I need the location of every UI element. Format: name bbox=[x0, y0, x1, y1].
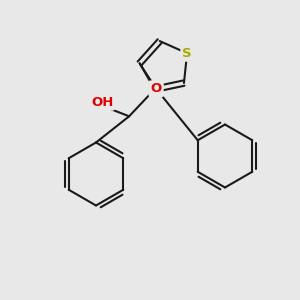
Text: O: O bbox=[151, 82, 162, 95]
Text: S: S bbox=[182, 47, 192, 60]
Text: OH: OH bbox=[91, 96, 113, 109]
